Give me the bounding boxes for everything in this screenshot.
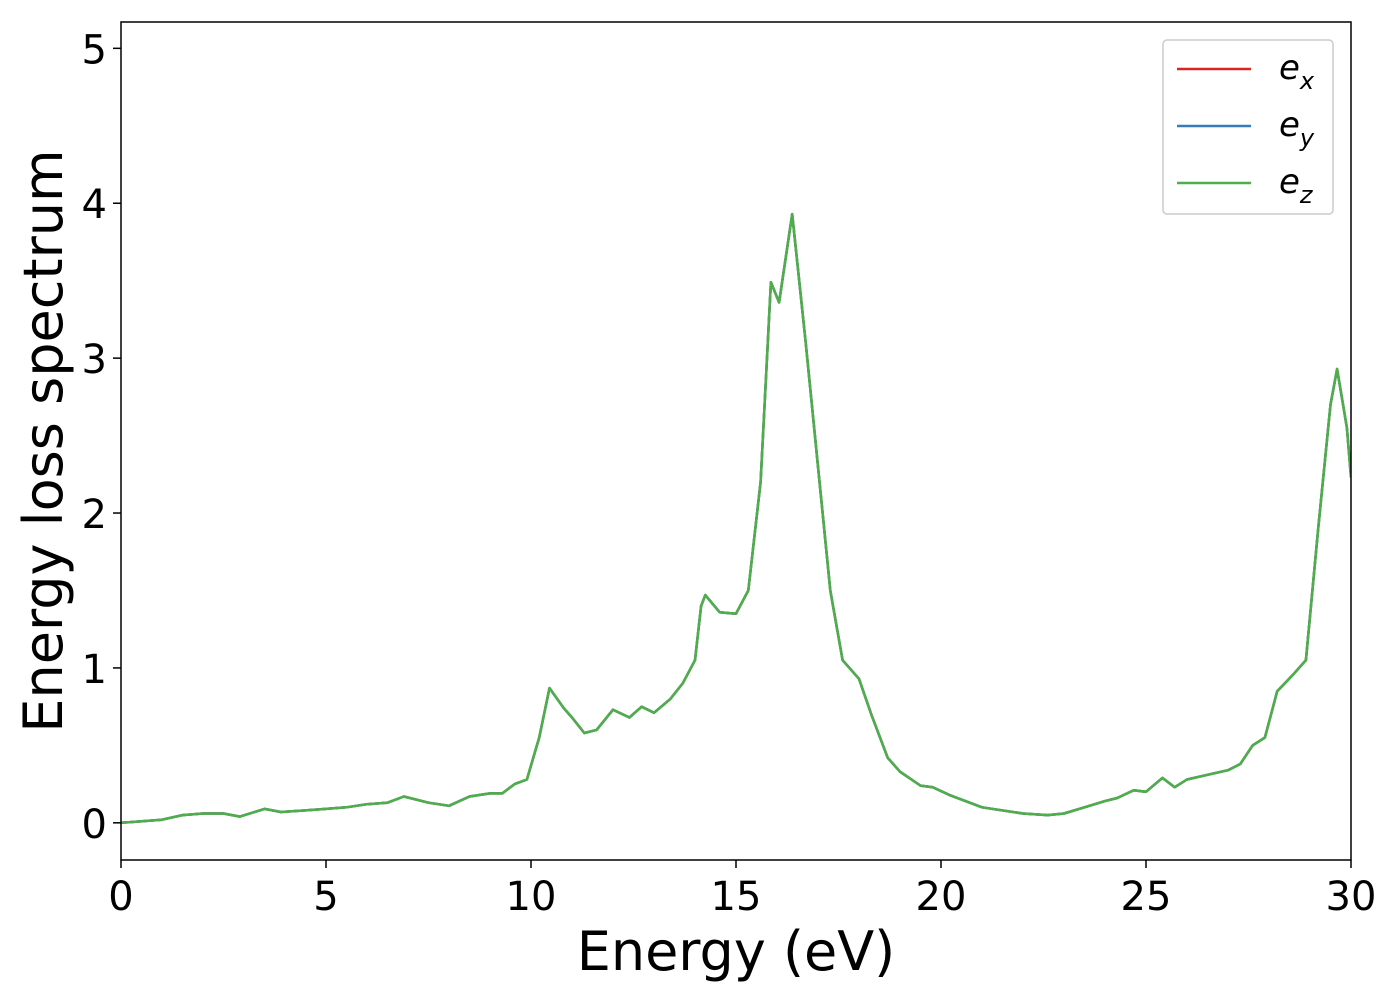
- legend-label: ex: [1279, 48, 1315, 95]
- line-series: [121, 212, 1351, 825]
- y-axis-label: Energy loss spectrum: [12, 149, 75, 732]
- x-tick-label: 15: [711, 874, 762, 920]
- y-tick-label: 1: [82, 647, 107, 693]
- legend-label: ey: [1279, 105, 1315, 152]
- legend-label: ez: [1279, 162, 1314, 209]
- y-tick-label: 5: [82, 27, 107, 73]
- x-tick-label: 0: [108, 874, 133, 920]
- plot-frame: [120, 21, 1352, 861]
- x-tick-label: 10: [506, 874, 557, 920]
- x-axis-label: Energy (eV): [577, 920, 896, 983]
- y-tick-label: 3: [82, 337, 107, 383]
- y-tick-label: 4: [82, 182, 107, 228]
- y-tick-label: 0: [82, 802, 107, 848]
- x-tick-label: 25: [1121, 874, 1172, 920]
- x-tick-label: 5: [313, 874, 338, 920]
- x-tick-label: 30: [1326, 874, 1377, 920]
- x-tick-label: 20: [916, 874, 967, 920]
- y-tick-label: 2: [82, 492, 107, 538]
